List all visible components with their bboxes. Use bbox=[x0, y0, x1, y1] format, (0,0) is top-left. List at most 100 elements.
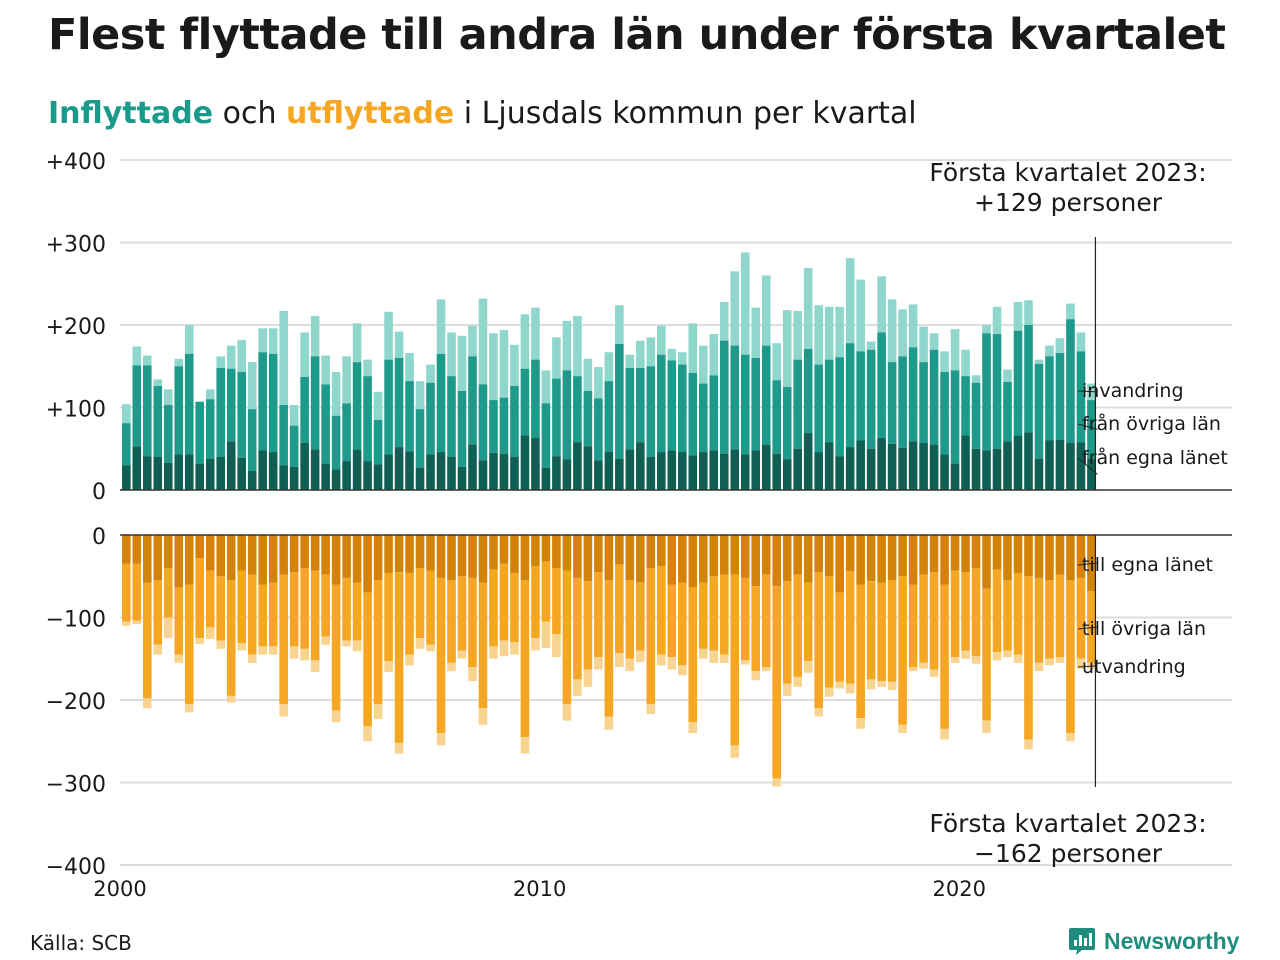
bar-utvandring bbox=[793, 676, 802, 687]
bar-till-ovriga-lan bbox=[510, 572, 519, 643]
bar-invandring bbox=[510, 344, 519, 387]
bar-fran-ovriga-lan bbox=[384, 359, 393, 455]
bar-fran-ovriga-lan bbox=[919, 362, 928, 443]
bar-invandring bbox=[132, 346, 142, 366]
bar-invandring bbox=[352, 323, 362, 363]
bar-fran-egna-lanet bbox=[279, 465, 288, 490]
bar-till-ovriga-lan bbox=[667, 584, 677, 658]
bar-invandring bbox=[657, 325, 666, 355]
bar-invandring bbox=[1034, 359, 1044, 364]
bar-utvandring bbox=[457, 650, 467, 659]
bar-till-egna-lanet bbox=[709, 535, 719, 577]
bar-fran-ovriga-lan bbox=[1066, 319, 1075, 443]
subtitle-rest: i Ljusdals kommun per kvartal bbox=[454, 96, 917, 131]
bar-utvandring bbox=[908, 667, 918, 672]
bar-invandring bbox=[1055, 338, 1065, 354]
bar-till-ovriga-lan bbox=[226, 580, 236, 696]
bar-fran-egna-lanet bbox=[300, 442, 309, 490]
x-tick-label: 2020 bbox=[933, 877, 986, 901]
bar-till-egna-lanet bbox=[289, 535, 299, 573]
bar-till-ovriga-lan bbox=[646, 568, 656, 705]
bar-utvandring bbox=[688, 722, 698, 733]
bar-fran-ovriga-lan bbox=[1045, 356, 1054, 441]
bar-till-ovriga-lan bbox=[247, 574, 257, 655]
bar-till-ovriga-lan bbox=[678, 582, 687, 666]
bar-fran-ovriga-lan bbox=[698, 383, 708, 453]
bar-invandring bbox=[562, 320, 572, 371]
bar-fran-ovriga-lan bbox=[552, 378, 561, 457]
bar-fran-ovriga-lan bbox=[615, 343, 624, 459]
bar-fran-ovriga-lan bbox=[457, 391, 467, 467]
top-series-leader bbox=[1077, 423, 1098, 430]
bar-till-ovriga-lan bbox=[824, 576, 834, 688]
bar-till-ovriga-lan bbox=[331, 584, 341, 711]
bar-invandring bbox=[866, 341, 876, 350]
bar-fran-ovriga-lan bbox=[1055, 353, 1065, 440]
bar-invandring bbox=[394, 331, 404, 358]
bar-invandring bbox=[552, 337, 561, 379]
bar-fran-egna-lanet bbox=[898, 447, 907, 490]
bar-utvandring bbox=[153, 644, 163, 655]
bar-utvandring bbox=[709, 650, 719, 663]
bar-fran-ovriga-lan bbox=[531, 359, 540, 439]
bar-invandring bbox=[468, 325, 477, 357]
bar-till-egna-lanet bbox=[625, 535, 635, 581]
bar-fran-egna-lanet bbox=[1003, 441, 1012, 490]
bar-utvandring bbox=[205, 627, 215, 639]
bar-utvandring bbox=[698, 648, 708, 659]
bar-till-egna-lanet bbox=[583, 535, 593, 582]
bar-invandring bbox=[310, 315, 320, 357]
bar-invandring bbox=[573, 315, 582, 377]
bar-fran-egna-lanet bbox=[1024, 432, 1033, 490]
bar-till-egna-lanet bbox=[594, 535, 603, 573]
bar-utvandring bbox=[929, 669, 939, 677]
bar-invandring bbox=[1045, 345, 1054, 357]
bar-till-ovriga-lan bbox=[541, 561, 551, 622]
bar-invandring bbox=[447, 332, 456, 377]
bar-utvandring bbox=[405, 654, 414, 666]
bar-utvandring bbox=[489, 646, 498, 659]
bar-fran-egna-lanet bbox=[961, 435, 970, 490]
bar-till-ovriga-lan bbox=[142, 582, 152, 699]
bar-till-egna-lanet bbox=[279, 535, 288, 575]
bar-till-ovriga-lan bbox=[688, 586, 698, 723]
bar-fran-egna-lanet bbox=[384, 454, 393, 490]
bar-fran-egna-lanet bbox=[1076, 442, 1086, 490]
bar-fran-ovriga-lan bbox=[562, 370, 572, 460]
bar-utvandring bbox=[961, 650, 970, 659]
bar-utvandring bbox=[426, 644, 435, 652]
bar-fran-ovriga-lan bbox=[447, 376, 456, 457]
bar-fran-egna-lanet bbox=[562, 459, 572, 490]
newsworthy-logo: Newsworthy bbox=[1068, 926, 1239, 956]
bar-invandring bbox=[541, 370, 551, 404]
bar-invandring bbox=[856, 279, 865, 352]
bar-till-ovriga-lan bbox=[268, 582, 278, 647]
bar-till-ovriga-lan bbox=[384, 572, 393, 662]
bar-fran-egna-lanet bbox=[342, 461, 351, 490]
bar-fran-ovriga-lan bbox=[573, 376, 582, 443]
bar-invandring bbox=[615, 305, 624, 344]
bar-fran-egna-lanet bbox=[163, 462, 173, 490]
bar-invandring bbox=[373, 391, 383, 420]
bar-invandring bbox=[321, 355, 330, 385]
bar-till-egna-lanet bbox=[1087, 535, 1096, 592]
bar-till-egna-lanet bbox=[226, 535, 236, 581]
bar-utvandring bbox=[562, 704, 572, 721]
bar-fran-egna-lanet bbox=[122, 465, 131, 490]
bar-utvandring bbox=[415, 638, 425, 649]
bar-fran-ovriga-lan bbox=[751, 358, 761, 451]
bar-till-egna-lanet bbox=[961, 535, 970, 573]
bar-till-ovriga-lan bbox=[1076, 577, 1086, 659]
bar-invandring bbox=[279, 310, 288, 406]
bar-fran-ovriga-lan bbox=[1003, 381, 1012, 442]
bar-utvandring bbox=[195, 638, 205, 644]
bar-utvandring bbox=[740, 660, 750, 665]
bar-fran-egna-lanet bbox=[625, 449, 635, 490]
bar-till-ovriga-lan bbox=[835, 592, 844, 682]
bar-fran-ovriga-lan bbox=[541, 403, 551, 468]
bar-till-ovriga-lan bbox=[1066, 580, 1075, 733]
bar-till-egna-lanet bbox=[478, 535, 488, 583]
top-y-tick-label: +200 bbox=[46, 315, 106, 340]
bar-utvandring bbox=[247, 654, 257, 663]
bar-utvandring bbox=[394, 742, 404, 754]
